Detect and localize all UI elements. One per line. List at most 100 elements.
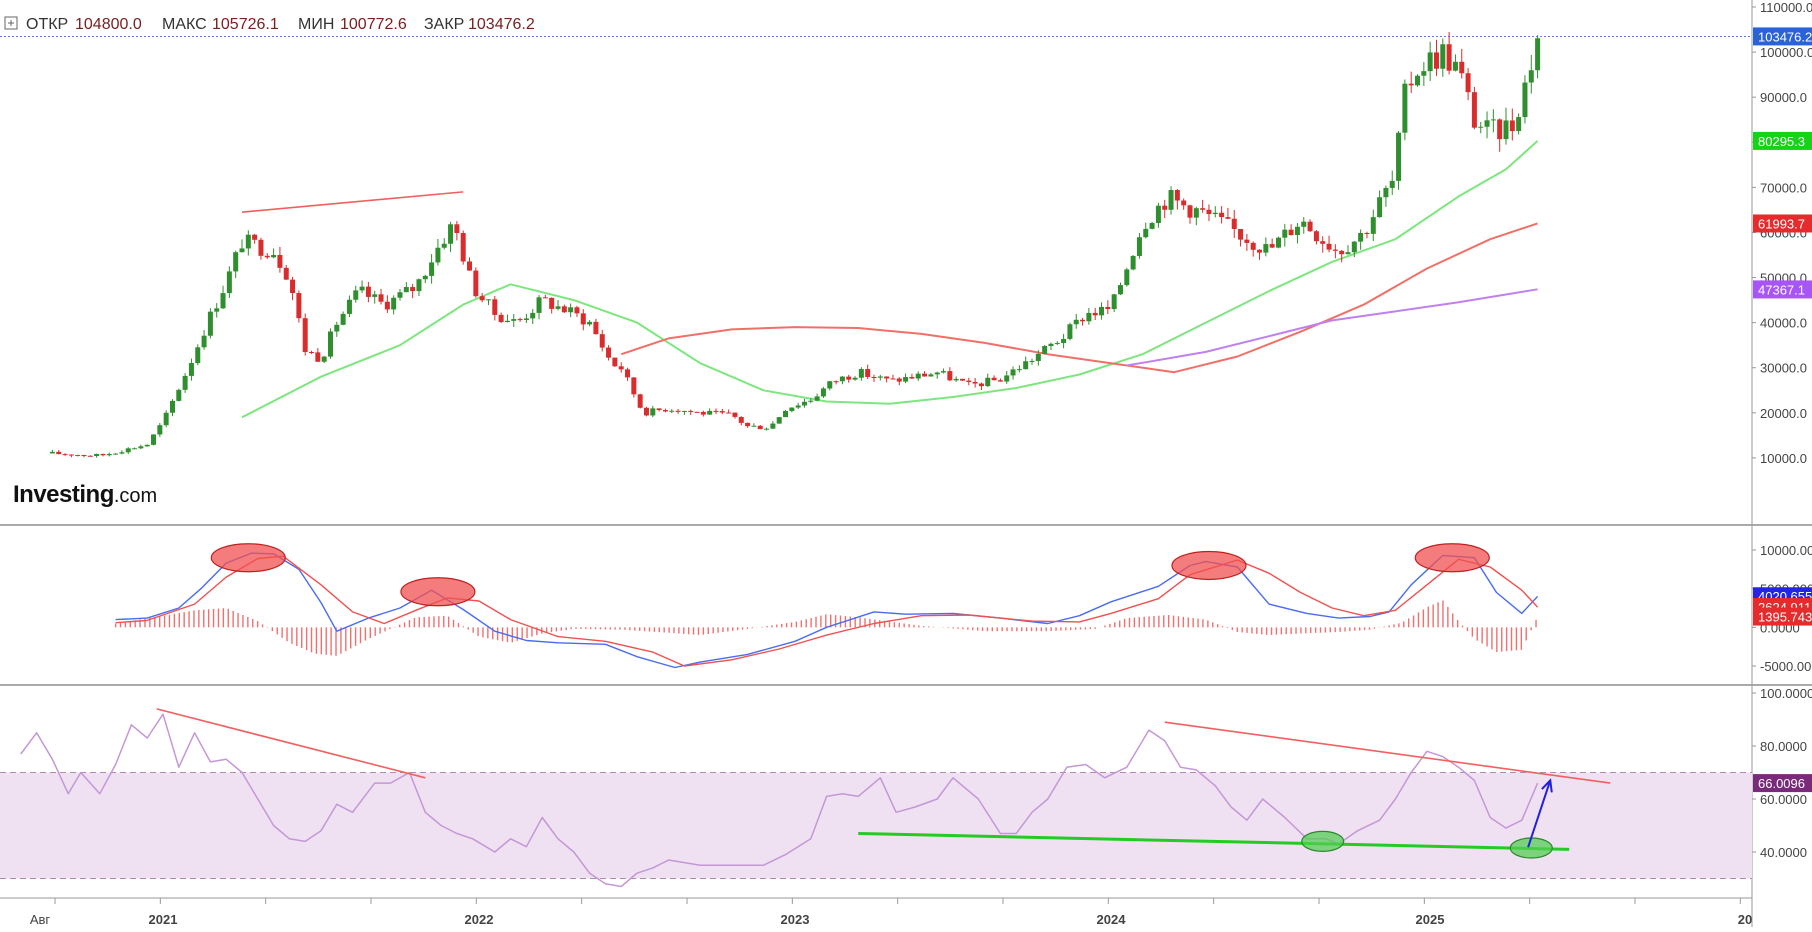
candle-body xyxy=(302,318,308,352)
candle-body xyxy=(277,254,283,268)
axis-layer: 10000.020000.030000.040000.050000.060000… xyxy=(30,0,1812,927)
candle-body xyxy=(163,412,169,426)
candle-body xyxy=(1263,244,1269,253)
candle-body xyxy=(1332,249,1338,251)
candle-body xyxy=(732,412,738,417)
low-label: МИН xyxy=(298,16,334,33)
annotations-layer xyxy=(156,191,1611,859)
candle-body xyxy=(776,417,782,424)
candle-body xyxy=(1048,343,1054,347)
candle-body xyxy=(1010,369,1016,376)
candle-body xyxy=(182,375,188,390)
candle-body xyxy=(1370,217,1376,234)
price-value-badge-label: 47367.1 xyxy=(1758,282,1805,297)
candle-body xyxy=(81,455,87,457)
candle-body xyxy=(1478,126,1484,128)
price-axis-tick-label: 30000.0 xyxy=(1760,361,1807,376)
candle-body xyxy=(1535,38,1541,71)
candle-body xyxy=(637,394,643,408)
candle-body xyxy=(252,234,258,240)
candle-body xyxy=(1440,44,1446,69)
candle-body xyxy=(1219,212,1225,218)
candle-body xyxy=(1503,120,1509,140)
rsi-axis-tick-label: 80.0000 xyxy=(1760,739,1807,754)
macd-axis-tick-label: 10000.000 xyxy=(1760,543,1812,558)
candle-body xyxy=(1004,375,1010,382)
candle-body xyxy=(1086,312,1092,322)
candle-body xyxy=(68,454,74,456)
candle-body xyxy=(953,378,959,381)
candle-body xyxy=(1402,83,1408,133)
high-label: МАКС xyxy=(162,16,207,33)
time-axis-tick-label: 2022 xyxy=(465,912,494,927)
candle-body xyxy=(1509,120,1515,132)
rsi-band-layer xyxy=(0,772,1752,879)
candle-body xyxy=(941,371,947,373)
candle-body xyxy=(290,279,296,294)
candle-body xyxy=(1225,217,1231,219)
moving-average-line xyxy=(241,140,1539,419)
candle-body xyxy=(264,255,270,258)
candle-body xyxy=(201,335,207,348)
candle-body xyxy=(467,261,473,271)
candle-body xyxy=(1452,61,1458,71)
candle-body xyxy=(429,262,435,276)
candle-body xyxy=(1073,319,1079,325)
candle-body xyxy=(650,408,656,416)
candle-body xyxy=(972,381,978,384)
candle-body xyxy=(991,377,997,381)
candle-body xyxy=(839,376,845,382)
plus-square-icon[interactable] xyxy=(4,16,18,30)
candle-body xyxy=(789,407,795,411)
time-axis-tick-label: 2025 xyxy=(1416,912,1445,927)
macd-line xyxy=(115,555,1539,667)
candle-body xyxy=(144,444,150,447)
candle-body xyxy=(1149,223,1155,229)
price-axis-tick-label: 20000.0 xyxy=(1760,406,1807,421)
candle-body xyxy=(675,410,681,412)
candle-body xyxy=(1528,70,1534,83)
candle-body xyxy=(517,319,523,321)
candle-body xyxy=(1396,132,1402,181)
candle-body xyxy=(555,306,561,309)
moving-average-line xyxy=(1126,288,1538,367)
candle-body xyxy=(827,381,833,389)
candle-body xyxy=(1326,243,1332,250)
candle-body xyxy=(1042,346,1048,354)
candle-body xyxy=(1124,269,1130,286)
candle-body xyxy=(485,299,491,301)
candle-body xyxy=(365,286,371,297)
candle-body xyxy=(1111,294,1117,310)
candle-body xyxy=(353,290,359,300)
candle-body xyxy=(1206,209,1212,215)
candle-body xyxy=(757,425,763,430)
candle-body xyxy=(1484,120,1490,127)
candle-body xyxy=(473,270,479,297)
candle-body xyxy=(334,324,340,332)
rsi-trendline xyxy=(156,708,426,779)
candle-body xyxy=(947,371,953,381)
brand-name: Investing xyxy=(13,481,114,508)
candle-body xyxy=(1313,231,1319,242)
candle-body xyxy=(214,308,220,312)
candle-body xyxy=(195,347,201,364)
candle-body xyxy=(1193,208,1199,218)
candle-body xyxy=(87,455,93,457)
candle-body xyxy=(523,318,529,320)
candle-body xyxy=(1257,249,1263,253)
candle-body xyxy=(751,425,757,427)
candle-body xyxy=(258,239,264,256)
candle-body xyxy=(865,369,871,378)
candle-body xyxy=(1358,232,1364,242)
candle-body xyxy=(934,372,940,375)
candle-body xyxy=(1162,205,1168,210)
candle-body xyxy=(574,307,580,314)
candle-body xyxy=(1117,285,1123,295)
candle-body xyxy=(169,400,175,413)
candle-body xyxy=(770,423,776,429)
candle-body xyxy=(151,434,157,445)
candle-body xyxy=(858,369,864,378)
time-axis-tick-label: 2023 xyxy=(781,912,810,927)
candle-body xyxy=(435,247,441,263)
